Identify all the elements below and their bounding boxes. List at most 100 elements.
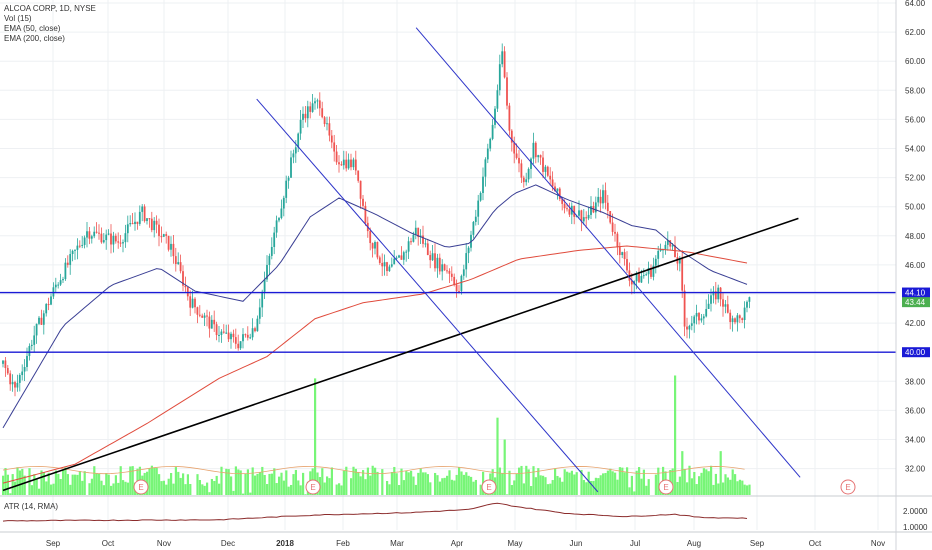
volume-bar <box>352 466 355 495</box>
volume-bar <box>434 472 437 495</box>
volume-bar <box>33 474 36 495</box>
candle-body <box>131 223 134 225</box>
candle-body <box>160 236 163 238</box>
candle-body <box>738 315 741 319</box>
candle-body <box>299 119 302 134</box>
volume-bar <box>119 466 122 495</box>
candle-body <box>414 227 417 235</box>
candle-body <box>666 240 669 245</box>
volume-bar <box>688 465 691 495</box>
earnings-circle <box>305 479 321 495</box>
candle-body <box>206 315 208 317</box>
volume-bar <box>150 465 153 495</box>
candle-body <box>282 197 285 209</box>
candle-body <box>30 344 33 347</box>
candle-body <box>292 153 295 158</box>
candle-body <box>251 328 254 338</box>
volume-bar <box>246 469 249 495</box>
candle-body <box>354 159 357 171</box>
legend-ema50[interactable]: EMA (50, close) <box>4 24 61 33</box>
candle-body <box>59 280 62 285</box>
candle-body <box>297 133 300 148</box>
legend-atr[interactable]: ATR (14, RMA) <box>4 502 59 511</box>
volume-bar <box>117 482 120 495</box>
candle-body <box>86 231 88 238</box>
volume-bar <box>467 475 470 495</box>
volume-bar <box>405 470 408 495</box>
candle-body <box>527 168 530 180</box>
earnings-label: E <box>138 483 143 492</box>
candle-body <box>477 200 480 217</box>
volume-bar <box>674 375 677 495</box>
volume-bar <box>700 472 703 495</box>
earnings-marker: E <box>481 479 497 495</box>
volume-bar <box>719 451 722 495</box>
volume-bar <box>174 467 177 495</box>
candle-body <box>688 325 691 330</box>
legend-volume[interactable]: Vol (15) <box>4 14 32 23</box>
volume-bar <box>472 481 475 495</box>
volume-bar <box>345 466 348 495</box>
candle-body <box>83 237 86 245</box>
candle-body <box>508 105 511 131</box>
candle-body <box>290 157 292 178</box>
volume-bar <box>83 471 86 495</box>
time-axis: Sep Oct Nov Dec 2018 Feb Mar Apr May Jun Jul Aug Sep… <box>46 539 885 548</box>
candle-body <box>280 208 283 219</box>
volume-bar <box>210 478 213 495</box>
candle-body <box>604 190 607 203</box>
volume-bar <box>542 475 545 495</box>
volume-bar <box>124 481 127 495</box>
volume-bar <box>741 480 744 495</box>
legend-ema200[interactable]: EMA (200, close) <box>4 34 65 43</box>
candle-body <box>539 155 542 158</box>
volume-bar <box>184 484 187 495</box>
candle-body <box>179 262 182 272</box>
candle-body <box>486 148 489 160</box>
volume-bar <box>626 467 629 495</box>
candle-body <box>263 279 266 292</box>
candle-body <box>465 253 468 270</box>
candle-body <box>448 270 451 274</box>
candle-body <box>225 332 228 334</box>
candle-body <box>237 343 240 349</box>
candle-body <box>93 231 96 237</box>
volume-bar <box>460 471 463 495</box>
volume-bar <box>594 477 597 495</box>
volume-bar <box>38 488 41 495</box>
candle-body <box>304 113 307 119</box>
volume-bar <box>201 484 204 495</box>
candle-body <box>18 375 21 383</box>
candle-body <box>338 162 340 165</box>
candle-body <box>681 259 684 291</box>
candle-body <box>638 273 640 283</box>
volume-bar <box>441 478 444 495</box>
volume-bar <box>6 474 9 495</box>
volume-bar <box>16 467 19 495</box>
candle-body <box>364 205 367 223</box>
candle-body <box>388 266 391 272</box>
earnings-label: E <box>663 483 668 492</box>
volume-bar <box>304 494 307 495</box>
volume-bar <box>479 484 482 495</box>
candle-body <box>220 331 223 335</box>
candle-body <box>302 113 304 120</box>
candle-body <box>724 304 727 307</box>
volume-bar <box>410 470 413 495</box>
candle-body <box>729 312 732 323</box>
volume-bar <box>738 479 741 495</box>
volume-bar <box>98 473 101 495</box>
volume-bar <box>537 468 540 495</box>
candle-body <box>695 312 698 317</box>
candle-body <box>537 155 540 158</box>
volume-bar <box>736 481 739 495</box>
volume-bar <box>270 473 273 495</box>
candle-body <box>6 368 9 374</box>
candle-body <box>198 314 201 316</box>
volume-bar <box>544 477 547 495</box>
volume-bar <box>354 468 357 495</box>
price-tick-label: 62.00 <box>905 28 926 37</box>
volume-bar <box>282 480 285 495</box>
trend-drawings <box>0 27 896 493</box>
